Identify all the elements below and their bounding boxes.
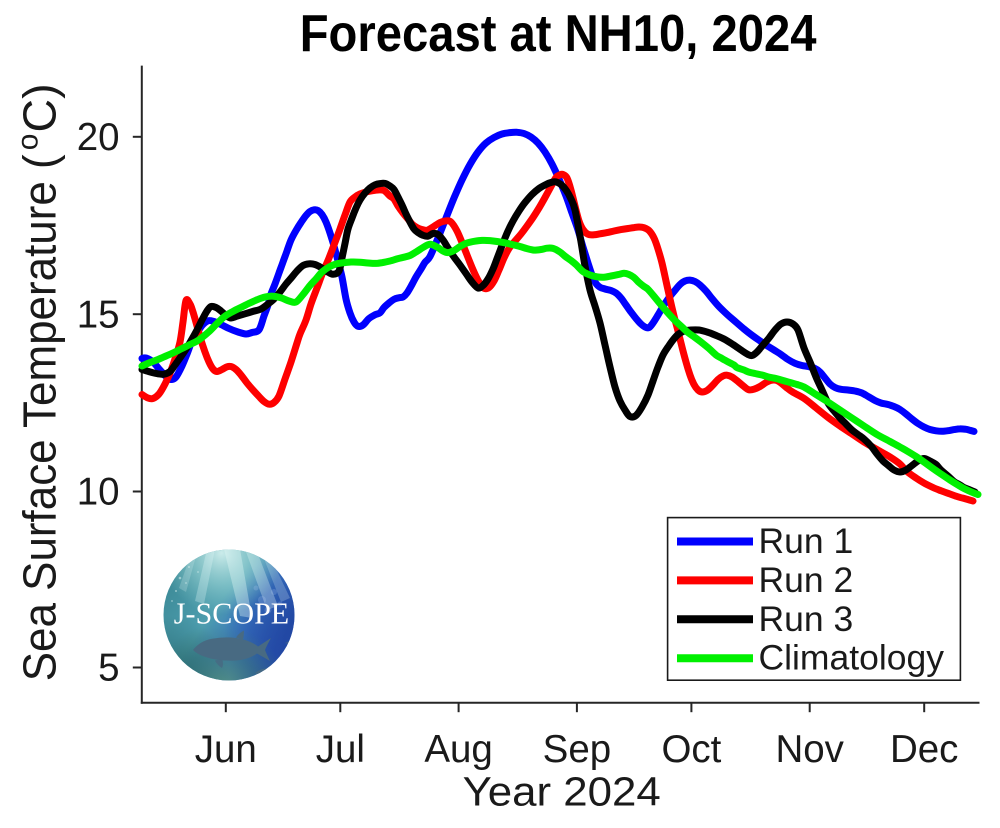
svg-text:Oct: Oct — [661, 728, 721, 771]
svg-text:Run 3: Run 3 — [759, 599, 854, 639]
svg-text:Sea Surface Temperature (: Sea Surface Temperature ( — [14, 154, 66, 681]
svg-text:Sep: Sep — [543, 728, 612, 771]
svg-text:Dec: Dec — [890, 728, 958, 771]
svg-text:Jun: Jun — [195, 728, 257, 771]
svg-text:J-SCOPE: J-SCOPE — [174, 596, 289, 631]
svg-text:15: 15 — [77, 293, 120, 336]
svg-text:5: 5 — [98, 647, 119, 690]
svg-text:C): C) — [14, 83, 66, 132]
svg-text:Climatology: Climatology — [759, 638, 945, 678]
svg-text:10: 10 — [77, 471, 120, 514]
svg-text:Run 2: Run 2 — [759, 560, 854, 600]
svg-text:Forecast at NH10, 2024: Forecast at NH10, 2024 — [300, 5, 817, 63]
svg-text:Nov: Nov — [775, 728, 844, 771]
svg-text:o: o — [12, 134, 45, 151]
svg-text:Run 1: Run 1 — [759, 521, 854, 561]
svg-text:20: 20 — [77, 116, 120, 159]
svg-text:Jul: Jul — [316, 728, 365, 771]
svg-text:Aug: Aug — [424, 728, 493, 771]
svg-text:Year 2024: Year 2024 — [463, 769, 661, 815]
